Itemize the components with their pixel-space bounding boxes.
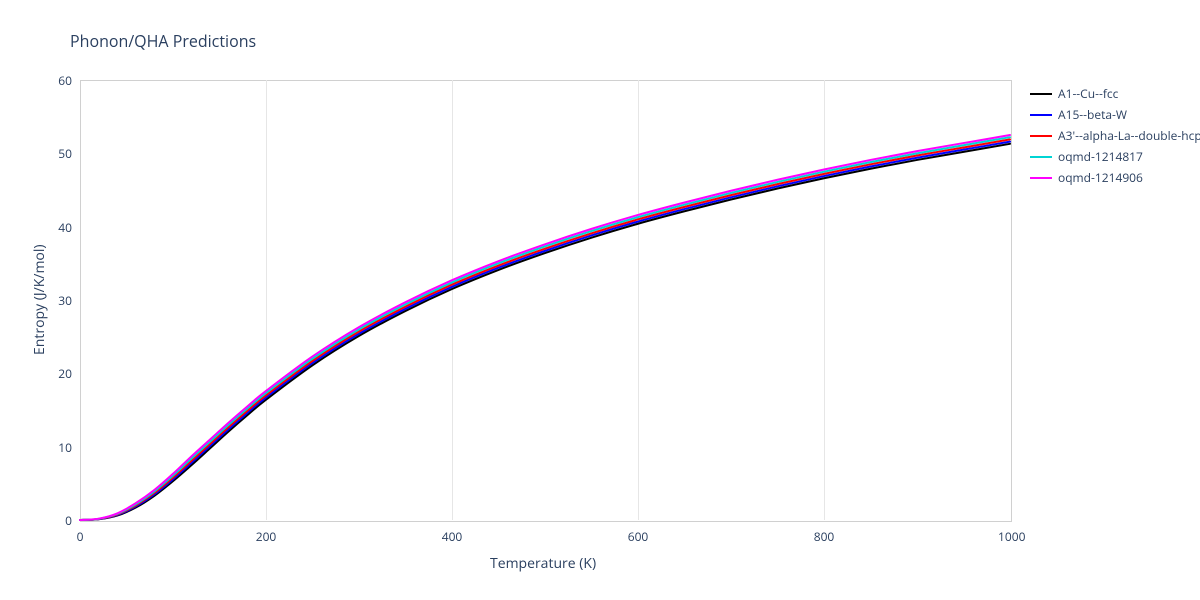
legend-swatch (1030, 177, 1052, 179)
series-line[interactable] (80, 144, 1010, 520)
y-tick-label: 50 (58, 145, 72, 162)
y-tick-label: 40 (58, 219, 72, 236)
series-line[interactable] (80, 137, 1010, 520)
legend-swatch (1030, 93, 1052, 95)
y-tick-label: 10 (58, 439, 72, 456)
x-tick-label: 0 (68, 528, 92, 545)
x-tick-label: 200 (254, 528, 278, 545)
legend-item[interactable]: oqmd-1214817 (1030, 148, 1200, 165)
legend[interactable]: A1--Cu--fcc A15--beta-W A3'--alpha-La--dou… (1030, 85, 1200, 190)
series-line[interactable] (80, 135, 1010, 520)
legend-label: oqmd-1214817 (1058, 148, 1143, 165)
legend-swatch (1030, 156, 1052, 158)
legend-item[interactable]: A3'--alpha-La--double-hcp (1030, 127, 1200, 144)
legend-item[interactable]: A1--Cu--fcc (1030, 85, 1200, 102)
legend-label: A1--Cu--fcc (1058, 85, 1118, 102)
series-line[interactable] (80, 142, 1010, 520)
legend-swatch (1030, 114, 1052, 116)
legend-label: oqmd-1214906 (1058, 169, 1143, 186)
y-tick-label: 0 (65, 512, 72, 529)
legend-label: A3'--alpha-La--double-hcp (1058, 127, 1200, 144)
entropy-chart: Phonon/QHA Predictions 02004006008001000… (0, 0, 1200, 600)
y-tick-label: 60 (58, 72, 72, 89)
legend-swatch (1030, 135, 1052, 137)
x-tick-label: 1000 (998, 528, 1022, 545)
legend-label: A15--beta-W (1058, 106, 1127, 123)
series-line[interactable] (80, 139, 1010, 520)
y-tick-label: 20 (58, 365, 72, 382)
y-axis-title: Entropy (J/K/mol) (30, 245, 49, 356)
x-axis-title: Temperature (K) (490, 554, 596, 573)
legend-item[interactable]: A15--beta-W (1030, 106, 1200, 123)
x-tick-label: 800 (812, 528, 836, 545)
x-tick-label: 600 (626, 528, 650, 545)
legend-item[interactable]: oqmd-1214906 (1030, 169, 1200, 186)
x-tick-label: 400 (440, 528, 464, 545)
y-tick-label: 30 (58, 292, 72, 309)
series-layer (0, 0, 1200, 600)
